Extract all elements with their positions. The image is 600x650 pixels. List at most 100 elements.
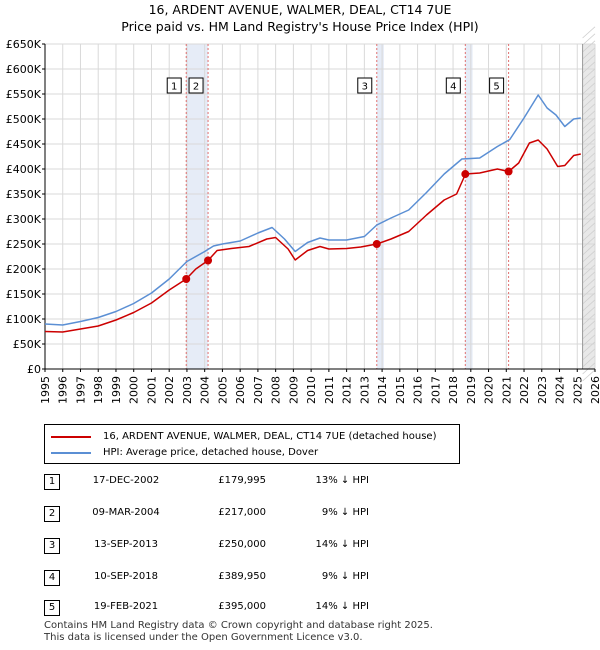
x-tick-label: 2005 [216, 376, 229, 404]
x-tick-label: 2012 [341, 376, 354, 404]
forecast-hatch [582, 187, 596, 200]
y-tick-label: £550K [6, 88, 42, 101]
forecast-hatch [582, 229, 596, 242]
x-tick-label: 2026 [589, 376, 600, 404]
forecast-hatch [582, 285, 596, 298]
sale-number-badge: 1 [44, 474, 60, 490]
sale-number-box [489, 77, 505, 94]
forecast-hatch [582, 110, 596, 123]
x-tick-label: 1996 [57, 376, 70, 404]
sale-price: £179,995 [218, 475, 266, 486]
x-tick-label: 2007 [252, 376, 265, 404]
forecast-hatch [582, 131, 596, 144]
forecast-hatch [582, 82, 596, 95]
forecast-hatch [582, 271, 596, 284]
y-tick-label: £200K [6, 263, 42, 276]
forecast-hatch [582, 68, 596, 81]
sale-price: £217,000 [218, 507, 266, 518]
property-legend-label: 16, ARDENT AVENUE, WALMER, DEAL, CT14 7U… [103, 431, 437, 442]
x-tick-label: 2018 [447, 376, 460, 404]
y-tick-label: £500K [6, 113, 42, 126]
sale-number-label: 2 [193, 82, 199, 93]
forecast-hatch [582, 96, 596, 109]
x-tick-label: 2019 [465, 376, 478, 404]
sale-number-label: 1 [171, 82, 177, 93]
x-tick-label: 2001 [145, 376, 158, 404]
forecast-hatch [582, 264, 596, 277]
sale-date: 10-SEP-2018 [94, 571, 158, 582]
forecast-hatch [582, 47, 596, 60]
forecast-hatch [582, 159, 596, 172]
x-tick-label: 2009 [287, 376, 300, 404]
forecast-hatch [582, 369, 596, 382]
sale-number-badge: 5 [44, 600, 60, 616]
sale-price: £250,000 [218, 539, 266, 550]
forecast-hatch [582, 33, 596, 46]
forecast-hatch [582, 334, 596, 347]
y-tick-label: £100K [6, 313, 42, 326]
sale-number-badge: 3 [44, 538, 60, 554]
forecast-hatch [582, 117, 596, 130]
y-tick-label: £50K [13, 338, 42, 351]
forecast-hatch [582, 89, 596, 102]
forecast-hatch [582, 236, 596, 249]
forecast-hatch [582, 257, 596, 270]
forecast-hatch [582, 201, 596, 214]
footer-line-copyright: Contains HM Land Registry data © Crown c… [44, 620, 433, 631]
footer-line-license: This data is licensed under the Open Gov… [44, 632, 363, 643]
sale-row: 2 09-MAR-2004 £217,000 9% ↓ HPI [44, 506, 444, 522]
x-tick-label: 2016 [412, 376, 425, 404]
x-tick-label: 1995 [39, 376, 52, 404]
x-tick-label: 2023 [536, 376, 549, 404]
sale-hpi-diff: 9% ↓ HPI [321, 571, 369, 582]
forecast-hatch [582, 215, 596, 228]
y-tick-label: £650K [6, 38, 42, 51]
chart-title: 16, ARDENT AVENUE, WALMER, DEAL, CT14 7U… [148, 2, 452, 17]
sale-hpi-diff: 14% ↓ HPI [315, 539, 369, 550]
x-tick-label: 2002 [163, 376, 176, 404]
forecast-hatch [582, 138, 596, 151]
forecast-hatch [582, 320, 596, 333]
forecast-hatch [582, 222, 596, 235]
x-tick-label: 1997 [74, 376, 87, 404]
sale-price: £395,000 [218, 601, 266, 612]
sale-number-label: 5 [493, 82, 499, 93]
forecast-hatch [582, 208, 596, 221]
property-legend-swatch [51, 435, 91, 438]
y-tick-label: £0 [27, 363, 41, 376]
x-tick-label: 2025 [571, 376, 584, 404]
sale-hpi-diff: 13% ↓ HPI [315, 475, 369, 486]
forecast-hatch [582, 348, 596, 361]
sale-row: 4 10-SEP-2018 £389,950 9% ↓ HPI [44, 570, 444, 586]
sale-row: 5 19-FEB-2021 £395,000 14% ↓ HPI [44, 600, 444, 616]
x-tick-label: 1999 [110, 376, 123, 404]
sale-number-badge: 4 [44, 570, 60, 586]
sale-point [504, 167, 513, 176]
x-tick-label: 2013 [358, 376, 371, 404]
forecast-hatch [582, 166, 596, 179]
x-tick-label: 2011 [323, 376, 336, 404]
x-tick-label: 2020 [483, 376, 496, 404]
forecast-hatch [582, 26, 596, 39]
sale-date: 19-FEB-2021 [93, 601, 159, 612]
forecast-hatch [582, 103, 596, 116]
forecast-hatch [582, 292, 596, 305]
x-tick-label: 2000 [128, 376, 141, 404]
hpi-legend-swatch [51, 451, 91, 454]
y-tick-label: £450K [6, 138, 42, 151]
chart-subtitle: Price paid vs. HM Land Registry's House … [121, 19, 479, 34]
sale-number-badge: 2 [44, 506, 60, 522]
sale-hpi-diff: 9% ↓ HPI [321, 507, 369, 518]
sale-point [182, 275, 191, 284]
forecast-hatch [582, 306, 596, 319]
property-series-line [44, 139, 581, 333]
forecast-hatch [582, 313, 596, 326]
hpi-legend-label: HPI: Average price, detached house, Dove… [103, 447, 319, 458]
x-tick-label: 2008 [270, 376, 283, 404]
x-tick-label: 2004 [199, 376, 212, 404]
x-tick-label: 2017 [429, 376, 442, 404]
sale-row: 3 13-SEP-2013 £250,000 14% ↓ HPI [44, 538, 444, 554]
forecast-hatch [582, 250, 596, 263]
forecast-hatch [582, 61, 596, 74]
sale-period-shading [465, 44, 473, 369]
